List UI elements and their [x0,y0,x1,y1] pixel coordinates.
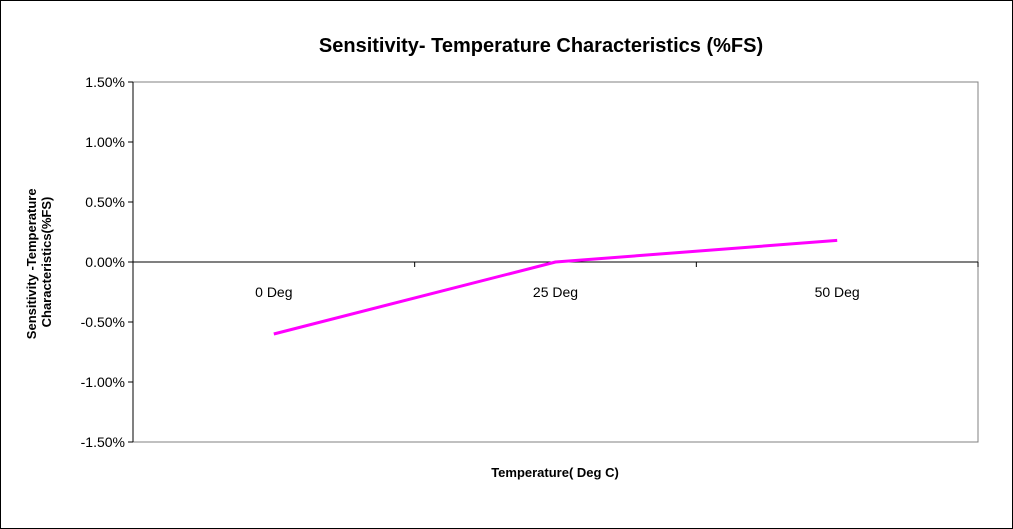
y-axis-title: Sensitivity -Temperature Characteristics… [24,185,54,339]
y-tick-label: 0.00% [85,254,125,270]
y-tick-label: 1.50% [85,74,125,90]
y-tick-label: -1.00% [81,374,125,390]
y-tick-label: -0.50% [81,314,125,330]
x-tick-label: 50 Deg [815,284,860,300]
chart-title: Sensitivity- Temperature Characteristics… [319,35,763,57]
y-tick-label: 0.50% [85,194,125,210]
x-axis-title: Temperature( Deg C) [491,465,619,480]
y-axis-title-line-1: Sensitivity -Temperature [24,188,39,339]
x-axis-ticks [132,262,979,267]
y-axis-ticks [128,81,133,443]
series-group [273,238,838,336]
y-tick-label: -1.50% [81,434,125,450]
y-axis-title-line-2: Characteristics(%FS) [39,197,54,328]
y-tick-label: 1.00% [85,134,125,150]
y-axis-tick-labels: 1.50% 1.00% 0.50% 0.00% -0.50% -1.00% -1.50% [81,74,125,450]
x-axis-tick-labels: 0 Deg 25 Deg 50 Deg [255,284,860,300]
series-line-0 [273,238,838,336]
x-tick-label: 25 Deg [533,284,578,300]
x-tick-label: 0 Deg [255,284,292,300]
